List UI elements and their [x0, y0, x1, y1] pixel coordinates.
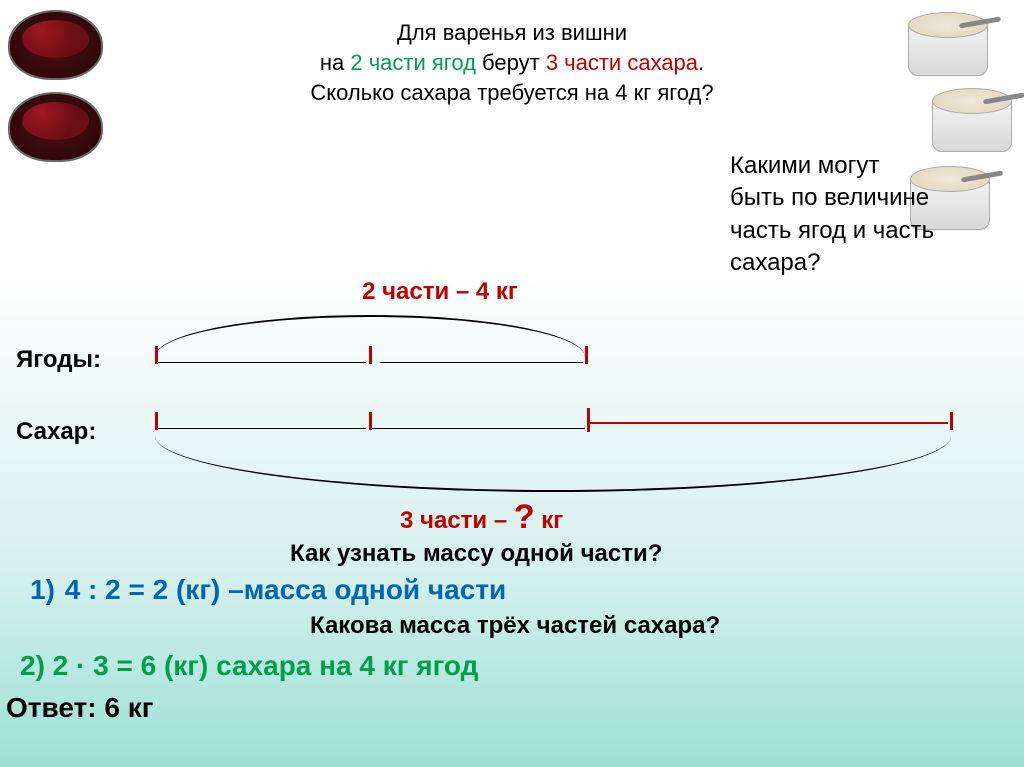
berries-parts: 2 части ягод [350, 50, 476, 75]
text: 3 части – [400, 507, 514, 534]
berries-bar-label: 2 части – 4 кг [260, 278, 620, 306]
problem-statement: Для варенья из вишни на 2 части ягод бер… [200, 20, 824, 110]
side-question: Какими могут быть по величине часть ягод… [730, 150, 934, 280]
berries-segment [380, 362, 583, 363]
cherry-bowl-icon [8, 10, 103, 80]
text: на [320, 50, 351, 75]
side-question-line: быть по величине [730, 182, 934, 214]
step-calc: 4 : 2 = 2 (кг) –масса одной части [65, 574, 507, 605]
question-1: Как узнать массу одной части? [290, 540, 662, 568]
question-mark: ? [514, 498, 535, 536]
side-question-line: сахара? [730, 247, 934, 279]
question-2: Какова масса трёх частей сахара? [310, 612, 720, 640]
tick [950, 412, 953, 430]
sugar-bowl-icon [908, 6, 993, 76]
problem-line-2: на 2 части ягод берут 3 части сахара. [200, 50, 824, 76]
sugar-segment [590, 422, 948, 424]
text: . [698, 50, 704, 75]
problem-line-3: Сколько сахара требуется на 4 кг ягод? [200, 80, 824, 106]
sugar-bowl-icon [932, 82, 1017, 152]
sugar-label: Сахар: [16, 418, 96, 446]
sugar-bar-label: 3 части – ? кг [400, 498, 563, 537]
sugar-segment [372, 428, 585, 429]
sugar-segment [158, 428, 366, 429]
tick [587, 408, 590, 432]
answer: Ответ: 6 кг [6, 692, 153, 724]
cherry-bowl-icon [8, 92, 103, 162]
berries-label: Ягоды: [16, 346, 101, 374]
solution-step-2: 2) 2 · 3 = 6 (кг) сахара на 4 кг ягод [20, 650, 478, 682]
side-question-line: Какими могут [730, 150, 934, 182]
sugar-parts: 3 части сахара [546, 50, 698, 75]
berries-segment [158, 362, 366, 363]
problem-line-1: Для варенья из вишни [200, 20, 824, 46]
text: кг [535, 507, 564, 534]
step-number: 1) [30, 574, 55, 605]
solution-step-1: 1) 4 : 2 = 2 (кг) –масса одной части [30, 574, 506, 606]
tick [585, 346, 588, 364]
tick [369, 346, 372, 364]
side-question-line: часть ягод и часть [730, 215, 934, 247]
text: берут [476, 50, 546, 75]
sugar-arc [155, 436, 951, 492]
